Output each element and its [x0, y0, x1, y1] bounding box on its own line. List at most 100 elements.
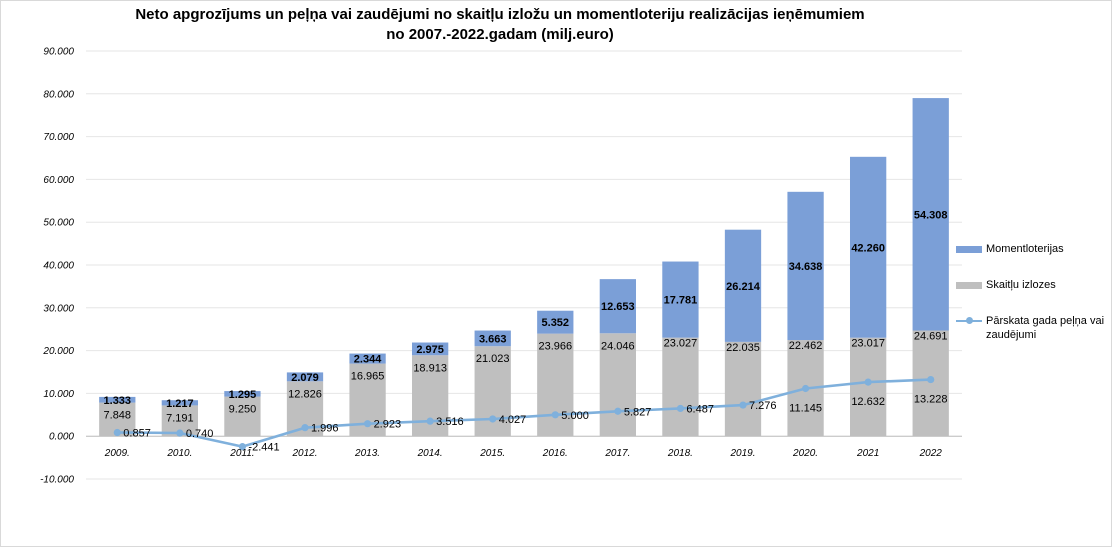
bar-momentloterijas [912, 98, 949, 331]
profit-point [801, 384, 810, 393]
chart-title: Neto apgrozījums un peļņa vai zaudējumi … [60, 5, 940, 45]
bar-momentloterijas [224, 391, 261, 397]
label-profit: 5.827 [624, 406, 652, 418]
x-tick-label: 2015. [479, 448, 505, 459]
y-tick-label: -10.000 [40, 475, 74, 486]
y-axis-ticks: -10.000 0.000 10.000 20.000 30.000 40.000 50.0… [40, 47, 74, 486]
label-profit: 2.923 [374, 419, 402, 431]
label-skaitlu-izlozes: 23.966 [538, 341, 572, 353]
y-tick-label: 50.000 [43, 218, 74, 229]
data-labels: 1.333 7.848 0.857 1.217 7.191 0.740 1.295 9.250… [104, 209, 948, 453]
profit-point [238, 443, 247, 451]
y-tick-label: 80.000 [43, 89, 74, 100]
y-tick-label: 40.000 [43, 261, 74, 272]
y-tick-label: 0.000 [49, 432, 74, 443]
label-skaitlu-izlozes: 23.027 [664, 338, 698, 350]
legend: Momentloterijas Skaitļu izlozes Pārskata… [956, 242, 1106, 364]
y-tick-label: 30.000 [43, 303, 74, 314]
y-tick-label: 60.000 [43, 175, 74, 186]
bar-momentloterijas [161, 400, 199, 406]
label-momentloterijas: 2.975 [416, 344, 444, 356]
label-profit: 11.145 [789, 402, 822, 414]
label-momentloterijas: 1.295 [229, 389, 257, 401]
y-tick-label: 90.000 [43, 47, 74, 58]
label-profit: 4.027 [499, 414, 527, 426]
bar-momentloterijas [787, 191, 824, 341]
label-profit: -2.441 [248, 442, 279, 454]
profit-point [426, 417, 434, 425]
bar-skaitlu-izlozes [724, 341, 762, 437]
profit-point [676, 404, 685, 413]
label-skaitlu-izlozes: 12.826 [288, 388, 322, 400]
y-tick-label: 20.000 [42, 346, 74, 357]
label-momentloterijas: 26.214 [726, 281, 761, 293]
label-skaitlu-izlozes: 7.848 [104, 410, 132, 422]
label-skaitlu-izlozes: 24.046 [601, 340, 635, 352]
label-momentloterijas: 42.260 [851, 242, 885, 254]
label-skaitlu-izlozes: 18.913 [413, 362, 447, 374]
profit-line-path [117, 378, 931, 448]
bar-momentloterijas [474, 330, 511, 347]
profit-point [176, 429, 184, 437]
label-momentloterijas: 2.079 [291, 372, 319, 384]
label-momentloterijas: 54.308 [914, 209, 948, 221]
label-profit: 5.000 [561, 410, 589, 422]
bar-momentloterijas [599, 279, 637, 334]
label-profit: 6.487 [686, 403, 714, 415]
bar-skaitlu-izlozes [912, 330, 949, 437]
label-momentloterijas: 1.333 [104, 395, 132, 407]
bar-momentloterijas [349, 353, 386, 364]
label-skaitlu-izlozes: 24.691 [914, 331, 948, 343]
gridlines [86, 50, 962, 480]
label-profit: 12.632 [851, 396, 885, 408]
bar-skaitlu-izlozes [662, 337, 699, 437]
label-skaitlu-izlozes: 9.250 [229, 404, 257, 416]
x-tick-label: 2013. [354, 448, 380, 459]
x-tick-label: 2014. [417, 448, 443, 459]
bar-skaitlu-izlozes [599, 333, 637, 437]
bar-momentloterijas [411, 342, 449, 356]
label-profit: 7.276 [749, 400, 777, 412]
legend-item-skaitlu-izlozes: Skaitļu izlozes [956, 278, 1106, 292]
x-tick-label: 2022 [919, 448, 943, 459]
profit-point [489, 415, 497, 423]
chart-title-line-2: no 2007.-2022.gadam (milj.euro) [386, 26, 614, 43]
label-momentloterijas: 5.352 [542, 317, 570, 329]
x-tick-label: 2016. [542, 448, 568, 459]
label-skaitlu-izlozes: 7.191 [166, 412, 194, 424]
profit-point [864, 378, 872, 386]
chart-title-line-1: Neto apgrozījums un peļņa vai zaudējumi … [135, 6, 865, 23]
legend-label: Momentloterijas [986, 243, 1064, 255]
profit-line [113, 375, 935, 451]
bar-skaitlu-izlozes [224, 396, 261, 437]
x-tick-label: 2010. [166, 448, 192, 459]
label-profit: 13.228 [914, 394, 948, 406]
label-profit: 0.740 [186, 428, 214, 440]
legend-swatch-skaitlu-izlozes [956, 282, 982, 289]
label-momentloterijas: 17.781 [664, 295, 698, 307]
profit-point [614, 407, 622, 415]
profit-point [301, 424, 309, 432]
bar-momentloterijas [724, 229, 762, 342]
x-tick-label: 2009. [104, 448, 130, 459]
label-profit: 1.996 [311, 423, 339, 435]
label-profit: 0.857 [123, 428, 151, 440]
label-skaitlu-izlozes: 22.462 [789, 340, 823, 352]
bar-momentloterijas [99, 396, 136, 403]
x-tick-label: 2012. [291, 448, 317, 459]
x-tick-label: 2021 [856, 448, 879, 459]
profit-point [927, 375, 935, 384]
bar-momentloterijas [662, 261, 699, 338]
label-skaitlu-izlozes: 21.023 [476, 353, 510, 365]
x-tick-label: 2020. [792, 448, 818, 459]
bar-skaitlu-izlozes [537, 333, 574, 437]
label-skaitlu-izlozes: 16.965 [351, 371, 385, 383]
legend-label: Pārskata gada peļņa vai zaudējumi [986, 315, 1105, 341]
x-tick-label: 2018. [667, 448, 693, 459]
label-momentloterijas: 12.653 [601, 301, 635, 313]
label-momentloterijas: 34.638 [789, 261, 823, 273]
x-tick-label: 2019. [729, 448, 755, 459]
x-axis-ticks: 2009. 2010. 2011. 2012. 2013. 2014. 2015. 2016.… [104, 448, 943, 459]
